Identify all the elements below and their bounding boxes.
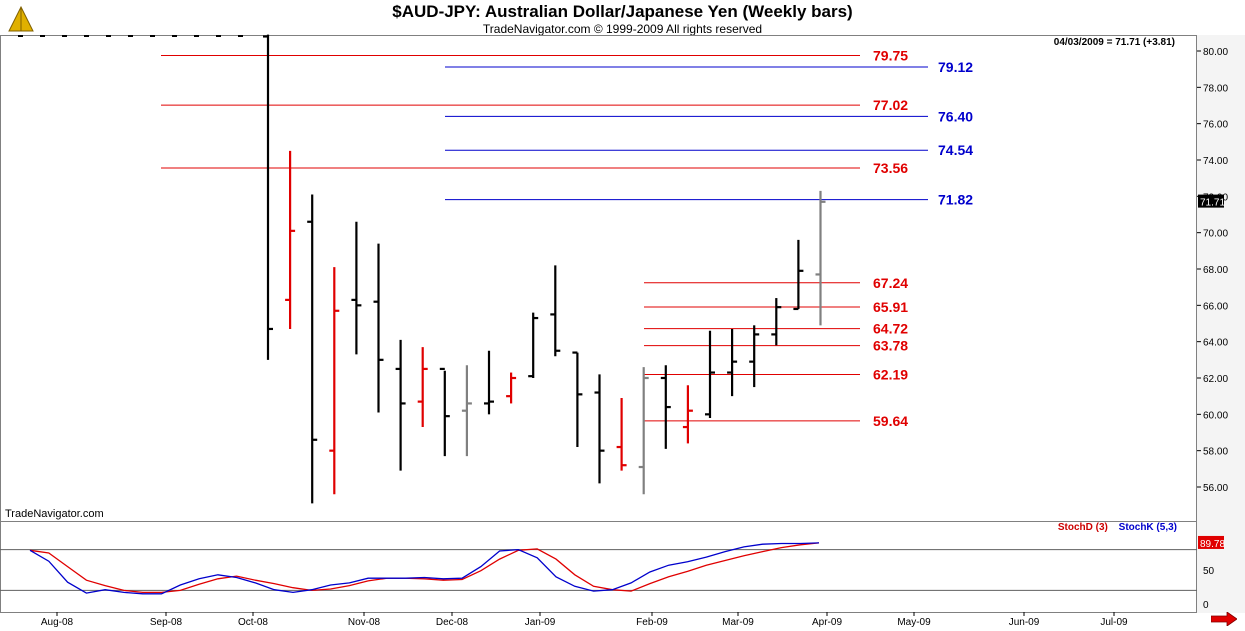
x-tick-label: Mar-09 xyxy=(722,617,754,628)
blue-level-label: 71.82 xyxy=(938,192,973,208)
x-tick-label: Oct-08 xyxy=(238,617,268,628)
y-axis-background xyxy=(1197,35,1245,613)
red-level-label: 63.78 xyxy=(873,338,908,354)
x-tick-label: May-09 xyxy=(897,617,931,628)
trade-navigator-logo-icon xyxy=(8,5,34,32)
blue-level-label: 79.12 xyxy=(938,59,973,75)
watermark: TradeNavigator.com xyxy=(5,508,104,520)
red-level-label: 62.19 xyxy=(873,367,908,383)
price-tick-label: 80.00 xyxy=(1203,47,1228,58)
date-price-readout: 04/03/2009 = 71.71 (+3.81) xyxy=(1053,37,1175,48)
price-tick-label: 58.00 xyxy=(1203,447,1228,458)
price-tick-label: 60.00 xyxy=(1203,410,1228,421)
stoch-k-legend: StochK (5,3) xyxy=(1118,522,1177,533)
x-tick-label: Apr-09 xyxy=(812,617,842,628)
price-tick-label: 64.00 xyxy=(1203,338,1228,349)
stoch-k-line xyxy=(29,542,820,595)
chart-subtitle: TradeNavigator.com © 1999-2009 All right… xyxy=(482,22,763,36)
x-tick-label: Dec-08 xyxy=(436,617,469,628)
x-tick-label: Aug-08 xyxy=(41,617,74,628)
red-level-label: 77.02 xyxy=(873,97,908,113)
price-tick-label: 62.00 xyxy=(1203,374,1228,385)
price-tick-label: 74.00 xyxy=(1203,156,1228,167)
blue-level-label: 74.54 xyxy=(938,142,973,158)
stoch-d-line xyxy=(29,542,820,594)
x-tick-label: Jul-09 xyxy=(1100,617,1128,628)
price-tick-label: 56.00 xyxy=(1203,483,1228,494)
price-tick-label: 66.00 xyxy=(1203,301,1228,312)
red-level-label: 59.64 xyxy=(873,413,908,429)
red-level-label: 64.72 xyxy=(873,321,908,337)
stoch-last-box xyxy=(1198,535,1224,549)
blue-level-label: 76.40 xyxy=(938,108,973,124)
x-tick-label: Nov-08 xyxy=(348,617,381,628)
x-tick-label: Jan-09 xyxy=(525,617,556,628)
price-tick-label: 70.00 xyxy=(1203,229,1228,240)
x-tick-label: Feb-09 xyxy=(636,617,668,628)
stoch-legend: StochD (3) StochK (5,3) xyxy=(1058,522,1177,533)
scroll-right-arrow-icon[interactable] xyxy=(1211,612,1237,626)
stoch-panel-frame xyxy=(0,521,1197,613)
red-level-label: 67.24 xyxy=(873,275,908,291)
red-level-label: 73.56 xyxy=(873,160,908,176)
last-price-box xyxy=(1198,194,1224,208)
stoch-d-legend: StochD (3) xyxy=(1057,522,1108,533)
price-tick-label: 68.00 xyxy=(1203,265,1228,276)
stoch-last-label: 89.78 xyxy=(1200,539,1225,550)
red-level-label: 79.75 xyxy=(873,48,908,64)
stoch-tick-label: 50 xyxy=(1203,566,1215,577)
chart-title: $AUD-JPY: Australian Dollar/Japanese Yen… xyxy=(392,2,853,21)
x-tick-label: Sep-08 xyxy=(150,617,183,628)
stoch-tick-label: 0 xyxy=(1203,600,1209,611)
price-tick-label: 78.00 xyxy=(1203,83,1228,94)
x-tick-label: Jun-09 xyxy=(1009,617,1040,628)
price-tick-label: 76.00 xyxy=(1203,120,1228,131)
red-level-label: 65.91 xyxy=(873,299,908,315)
last-price-label: 71.71 xyxy=(1200,198,1225,209)
